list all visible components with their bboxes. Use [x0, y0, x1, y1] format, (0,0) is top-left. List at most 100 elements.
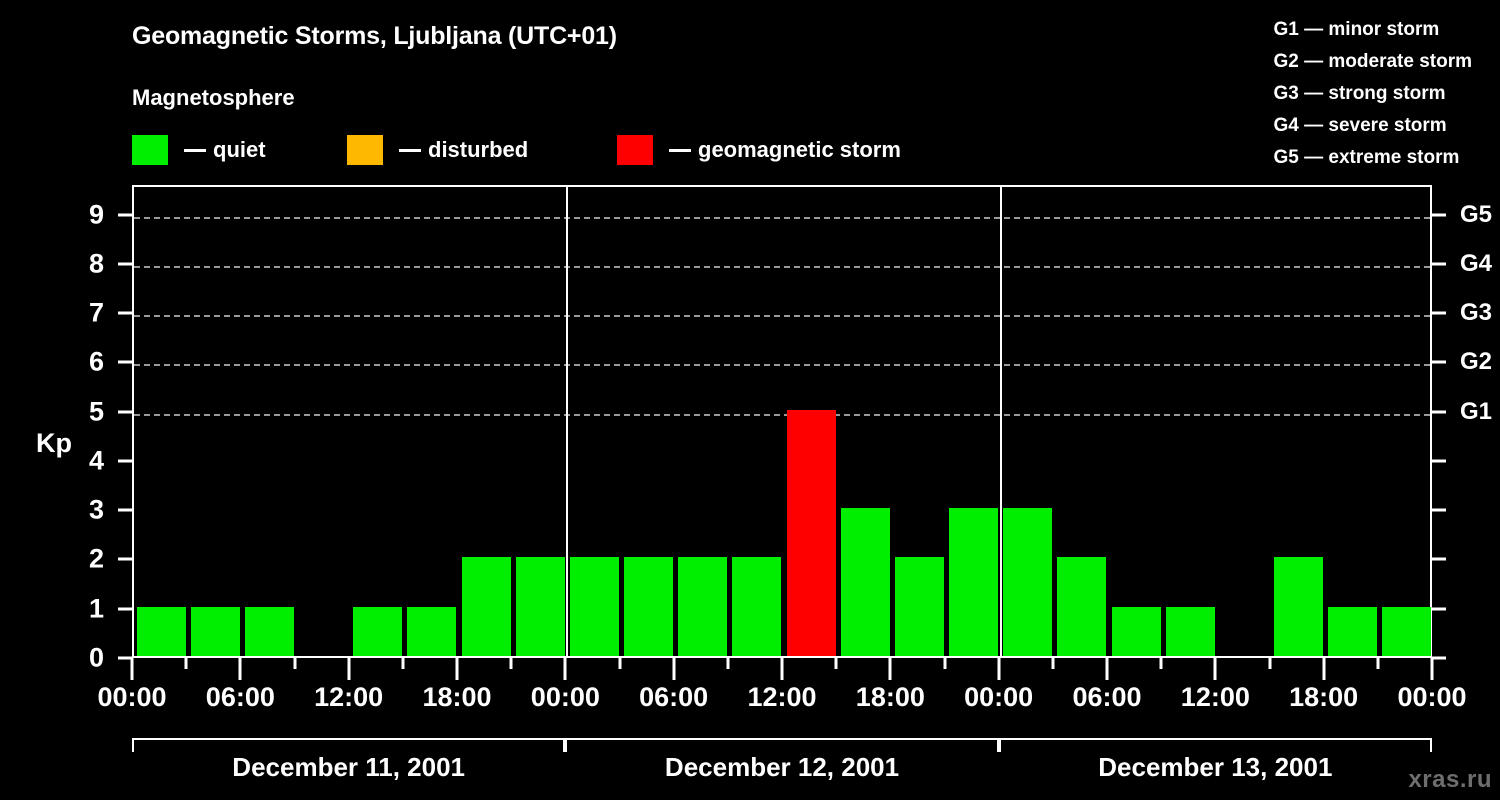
x-tick-minor-hour-39 — [834, 658, 838, 669]
kp-bar — [353, 606, 403, 656]
gridline-kp-6 — [134, 364, 1430, 367]
legend-swatch-quiet — [132, 135, 168, 165]
x-tick-major-hour-54 — [1105, 658, 1109, 680]
x-tick-major-hour-36 — [780, 658, 784, 680]
x-tick-label-12: 00:00 — [1397, 682, 1467, 712]
legend-label-geomagnetic-storm: geomagnetic storm — [698, 137, 901, 162]
x-tick-major-hour-66 — [1322, 658, 1326, 680]
date-label-2: December 12, 2001 — [664, 752, 900, 782]
legend-swatch-geomagnetic-storm — [617, 135, 653, 165]
kp-bar — [678, 557, 728, 656]
x-tick-label-5: 06:00 — [639, 682, 709, 712]
x-tick-major-hour-24 — [563, 658, 567, 680]
x-tick-minor-hour-15 — [401, 658, 405, 669]
y-tick-mark-3 — [118, 508, 132, 512]
date-bracket-2 — [565, 738, 999, 752]
x-tick-label-8: 00:00 — [964, 682, 1034, 712]
kp-bar — [949, 508, 999, 656]
date-labels: December 11, 2001 December 12, 2001 Decemb… — [132, 752, 1432, 792]
y-tick-mark-6 — [118, 360, 132, 364]
x-tick-minor-hour-45 — [943, 658, 946, 669]
g-tick-label-G1: G1 — [1460, 397, 1493, 425]
y-tick-mark-7 — [118, 311, 132, 315]
gscale-legend-row-4: G4 — severe storm — [1273, 115, 1447, 136]
x-tick-minor-hour-51 — [1051, 658, 1055, 669]
kp-bar — [1328, 606, 1378, 656]
day-separator-hour-24 — [566, 187, 569, 656]
g-tick-label-G4: G4 — [1460, 249, 1493, 277]
x-tick-major-hour-30 — [672, 658, 676, 680]
gscale-legend-row-5: G5 — extreme storm — [1273, 147, 1460, 168]
kp-bar — [461, 557, 511, 656]
legend-dash-icon — [669, 148, 691, 152]
x-tick-label-4: 00:00 — [530, 682, 600, 712]
gscale-legend-row-2: G2 — moderate storm — [1273, 51, 1473, 72]
g-tick-mark-kp-7 — [1432, 311, 1446, 315]
gridline-kp-8 — [134, 265, 1430, 268]
g-tick-mark-kp-9 — [1432, 213, 1446, 217]
x-tick-label-3: 18:00 — [422, 682, 492, 712]
x-tick-label-1: 06:00 — [205, 682, 275, 712]
y-tick-mark-1 — [118, 607, 132, 611]
gridline-kp-7 — [134, 315, 1430, 318]
y-tick-mark-2 — [118, 557, 132, 561]
kp-bar — [1057, 557, 1107, 656]
kp-bar — [515, 557, 565, 656]
legend-entry-disturbed: disturbed — [347, 132, 528, 168]
y-tick-mark-8 — [118, 262, 132, 266]
legend-dash-icon — [184, 148, 206, 152]
g-tick-mark-kp-8 — [1432, 262, 1446, 266]
day-separator-hour-48 — [999, 187, 1002, 656]
g-tick-mark-kp-1 — [1432, 607, 1446, 611]
kp-bar — [1003, 508, 1053, 656]
x-axis-ticks — [130, 658, 1434, 680]
x-tick-label-7: 18:00 — [855, 682, 925, 712]
plot-area — [132, 185, 1432, 658]
x-tick-minor-hour-63 — [1268, 658, 1271, 669]
x-tick-major-hour-12 — [347, 658, 351, 680]
legend-label-quiet: quiet — [213, 137, 266, 162]
x-tick-minor-hour-33 — [726, 658, 730, 669]
x-axis-labels: 00:00 06:00 12:00 18:00 00:00 06:00 12:00 18:00… — [0, 682, 1500, 720]
g-tick-mark-kp-2 — [1432, 557, 1446, 561]
gscale-legend-row-1: G1 — minor storm — [1273, 19, 1440, 40]
magnetosphere-label: Magnetosphere — [132, 85, 295, 110]
x-tick-major-hour-0 — [130, 658, 134, 680]
x-tick-major-hour-42 — [888, 658, 892, 680]
g-tick-mark-kp-0 — [1432, 656, 1446, 660]
y-tick-label-7: 7 — [88, 297, 104, 328]
x-tick-minor-hour-9 — [293, 658, 296, 669]
y-tick-label-1: 1 — [88, 593, 104, 624]
x-tick-label-2: 12:00 — [314, 682, 384, 712]
x-tick-major-hour-18 — [455, 658, 459, 680]
date-bracket-3 — [998, 738, 1432, 752]
gscale-legend: G1 — minor storm G2 — moderate storm G3 — … — [1274, 14, 1473, 174]
kp-bar — [624, 557, 674, 656]
y-tick-label-9: 9 — [88, 199, 104, 230]
y-axis-gscale: G1 G2 G3 G4 G5 — [1432, 185, 1500, 660]
kp-bar — [136, 606, 186, 656]
gridline-kp-9 — [134, 216, 1430, 219]
kp-bar — [786, 409, 836, 656]
g-tick-mark-kp-4 — [1432, 459, 1446, 463]
g-tick-mark-kp-5 — [1432, 410, 1446, 414]
kp-bar — [1111, 606, 1161, 656]
date-label-1: December 11, 2001 — [232, 752, 466, 782]
y-tick-label-5: 5 — [88, 396, 104, 427]
kp-bar — [1165, 606, 1215, 656]
y-tick-label-2: 2 — [88, 543, 104, 574]
y-tick-label-4: 4 — [88, 445, 104, 476]
y-tick-mark-4 — [118, 459, 132, 463]
y-tick-label-6: 6 — [88, 346, 104, 377]
kp-bar — [244, 606, 294, 656]
kp-bar — [1274, 557, 1324, 656]
plot-inner — [134, 187, 1432, 656]
y-tick-mark-5 — [118, 410, 132, 414]
gscale-legend-row-3: G3 — strong storm — [1273, 83, 1446, 104]
date-bracket-1 — [132, 738, 566, 752]
kp-bar — [569, 557, 619, 656]
x-tick-label-0: 00:00 — [97, 682, 167, 712]
legend-entry-quiet: quiet — [132, 132, 266, 168]
y-tick-mark-0 — [118, 656, 132, 660]
x-tick-label-6: 12:00 — [747, 682, 817, 712]
